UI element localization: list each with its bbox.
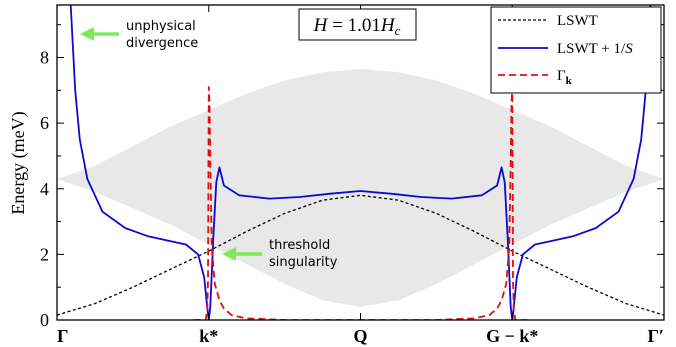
x-tick-label: k*	[199, 326, 218, 346]
field-label-box: H = 1.01Hc	[298, 8, 417, 41]
y-tick-label: 0	[40, 310, 49, 330]
series-lswt-1s	[69, 5, 652, 320]
svg-text:divergence: divergence	[126, 36, 198, 51]
y-tick-label: 4	[40, 179, 49, 199]
legend-label-lswt: LSWT	[557, 13, 598, 29]
legend-label-gamma-k: Γk	[557, 68, 573, 87]
legend: LSWT LSWT + 1/S Γk	[490, 6, 662, 94]
x-tick-label: Γ′	[647, 326, 664, 346]
continuum-band-layer	[57, 69, 664, 307]
svg-text:unphysical: unphysical	[126, 19, 196, 34]
series-lswt	[57, 194, 664, 316]
x-tick-label: G − k*	[486, 326, 538, 346]
y-tick-label: 8	[40, 48, 49, 68]
x-tick-label: Q	[353, 326, 367, 346]
y-tick-label: 2	[40, 244, 49, 264]
svg-text:singularity: singularity	[269, 255, 338, 270]
annotation-threshold-singularity: threshold singularity	[222, 238, 338, 270]
legend-label-lswt-1s: LSWT + 1/S	[557, 41, 633, 57]
y-axis-title: Energy (meV)	[8, 111, 29, 214]
x-tick-label: Γ	[57, 326, 68, 346]
y-tick-label: 6	[40, 113, 49, 133]
field-label: H = 1.01Hc	[313, 15, 401, 38]
continuum-band	[57, 69, 664, 307]
svg-text:threshold: threshold	[269, 238, 330, 253]
annotation-unphysical-divergence: unphysical divergence	[80, 19, 198, 51]
